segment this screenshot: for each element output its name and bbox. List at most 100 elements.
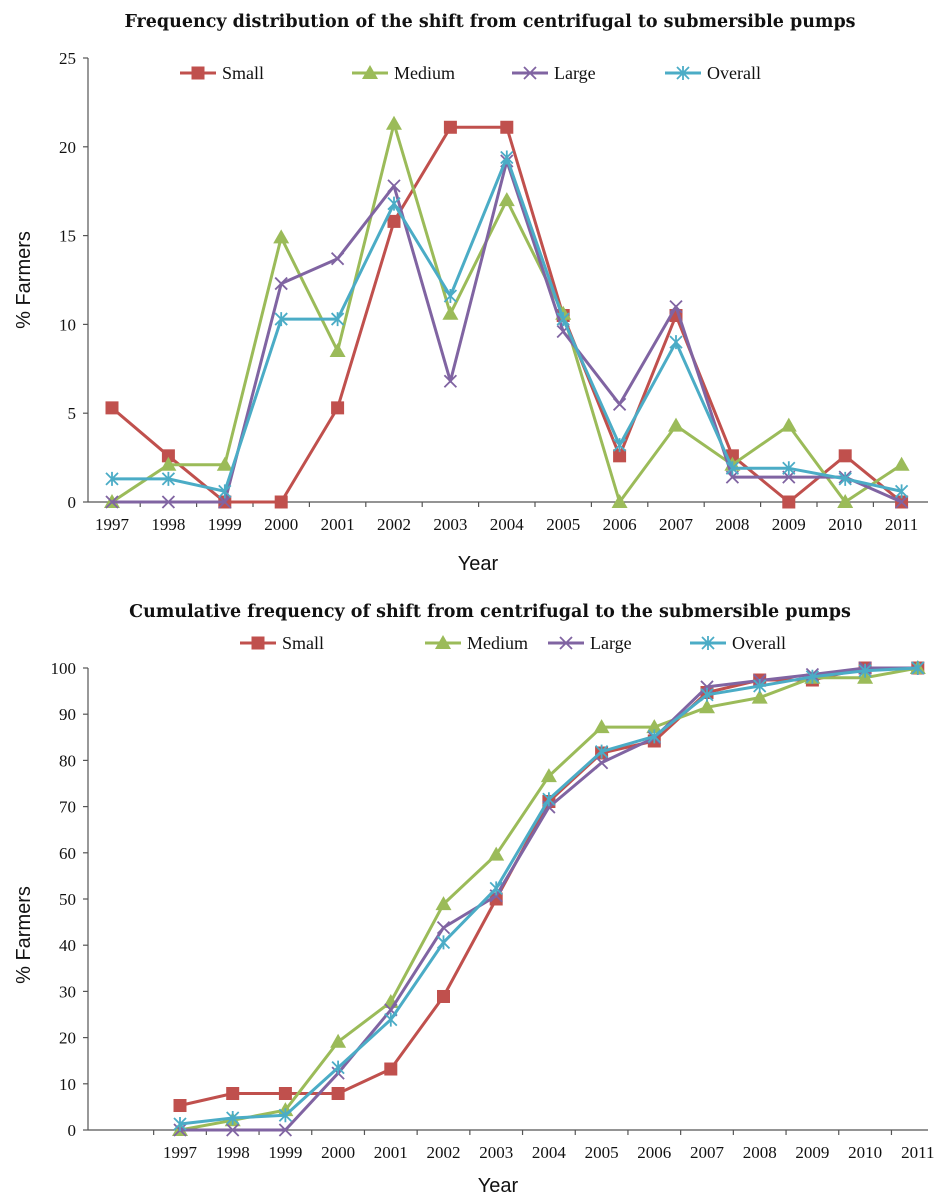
chart1-point-medium [498,192,515,207]
chart1-point-large [443,374,458,388]
chart2-legend-marker [251,636,265,650]
chart1-point-overall [500,150,514,165]
chart1-legend-marker [523,66,537,80]
cumulative-frequency-chart: Cumulative frequency of shift from centr… [13,602,934,1197]
chart2-y-tick-label: 70 [59,798,76,817]
chart2-point-large [594,756,609,770]
chart2-legend: Small Medium Large Overall [240,633,786,653]
chart2-point-medium [488,846,505,861]
chart1-x-tick-label: 1997 [95,515,130,534]
chart2-point-overall [911,661,925,675]
chart2-y-tick-label: 10 [59,1075,76,1094]
chart2-point-small [331,1087,345,1101]
chart2-point-overall [542,792,556,807]
chart1-point-medium [893,456,910,471]
chart2-y-tick-label: 50 [59,890,76,909]
chart1-point-small [443,120,457,134]
chart1-point-medium [329,343,346,358]
chart1-y-tick-label: 15 [59,227,76,246]
chart2-point-small [278,1087,292,1101]
chart1-point-medium [216,456,233,471]
frequency-distribution-chart: Frequency distribution of the shift from… [13,12,928,575]
chart1-legend-label: Overall [707,63,761,83]
chart1-point-large [387,179,401,193]
chart1-x-tick-label: 1999 [208,515,242,534]
chart1-x-tick-label: 2006 [603,515,637,534]
chart2-y-tick-label: 0 [68,1121,77,1140]
chart2-legend-label: Large [590,633,632,653]
chart1-point-overall [387,196,401,211]
chart2-y-tick-label: 40 [59,936,76,955]
chart1-y-tick-label: 20 [59,138,76,157]
chart1-x-tick-label: 1998 [151,515,185,534]
chart2-line-overall [179,666,918,1126]
chart1-point-small [782,495,796,509]
chart1-y-tick-label: 0 [68,493,77,512]
chart2-point-medium [330,1033,347,1048]
chart1-point-overall [725,461,740,476]
chart1-point-medium [160,456,177,471]
chart1-point-large [218,495,232,509]
chart2-y-tick-label: 100 [51,659,77,678]
chart2-series-overall [173,661,925,1131]
chart1-series-small [105,120,909,509]
chart2-series-small [173,661,925,1113]
chart1-point-overall [274,312,288,327]
chart1-x-tick-label: 2004 [490,515,525,534]
chart2-x-tick-label: 1998 [216,1143,250,1162]
chart2-legend-label: Overall [732,633,786,653]
chart2-point-small [173,1099,187,1113]
chart2-line-large [180,666,918,1132]
chart1-point-overall [105,471,119,486]
chart1-point-small [105,401,119,415]
chart2-legend-item-overall: Overall [690,633,786,653]
chart2-point-small [226,1087,240,1101]
chart2-point-overall [594,744,609,759]
chart2-legend-marker [701,636,715,650]
chart2-y-tick-label: 90 [59,705,76,724]
chart1-point-overall [838,471,852,486]
chart1-legend-label: Medium [394,63,455,83]
chart2-point-overall [436,935,451,950]
chart1-point-small [331,401,345,415]
chart2-legend-marker [435,635,451,649]
chart2-point-overall [489,881,503,896]
chart2-y-tick-label: 30 [59,982,76,1001]
chart1-legend-label: Large [554,63,596,83]
chart1-series-overall [105,150,909,499]
chart2-point-overall [173,1116,187,1131]
chart1-point-large [894,495,909,509]
chart1-point-overall [161,471,176,486]
chart1-point-overall [612,438,627,453]
chart1-point-overall [330,312,345,327]
chart2-point-large [226,1123,240,1137]
chart1-legend-marker [362,65,378,79]
chart2-series-medium [172,660,926,1136]
chart2-point-large [278,1123,293,1137]
chart2-point-medium [593,719,610,734]
chart1-point-large [330,252,345,266]
chart1-legend-item-small: Small [180,63,264,83]
chart1-point-large [161,495,176,509]
chart1-point-overall [894,484,909,499]
chart1-point-overall [556,312,570,327]
chart2-x-tick-label: 2005 [585,1143,619,1162]
chart1-title: Frequency distribution of the shift from… [124,12,855,32]
chart2-point-overall [331,1060,345,1075]
chart2-legend-item-medium: Medium [425,633,528,653]
chart2-x-tick-label: 2002 [427,1143,461,1162]
chart1-point-medium [442,305,459,320]
chart1-x-tick-label: 2010 [828,515,862,534]
chart2-point-overall [384,1012,398,1027]
chart1-x-axis-label: Year [458,553,499,575]
chart2-point-medium [540,768,557,783]
chart1-line-large [112,159,903,504]
chart2-y-tick-label: 80 [59,751,76,770]
chart1-x-tick-label: 2002 [377,515,411,534]
chart1-point-small [274,495,288,509]
chart1-point-overall [782,461,796,476]
chart1-legend-item-overall: Overall [665,63,761,83]
chart1-legend-label: Small [222,63,264,83]
chart2-point-large [436,921,451,935]
chart1-x-tick-label: 2007 [659,515,694,534]
